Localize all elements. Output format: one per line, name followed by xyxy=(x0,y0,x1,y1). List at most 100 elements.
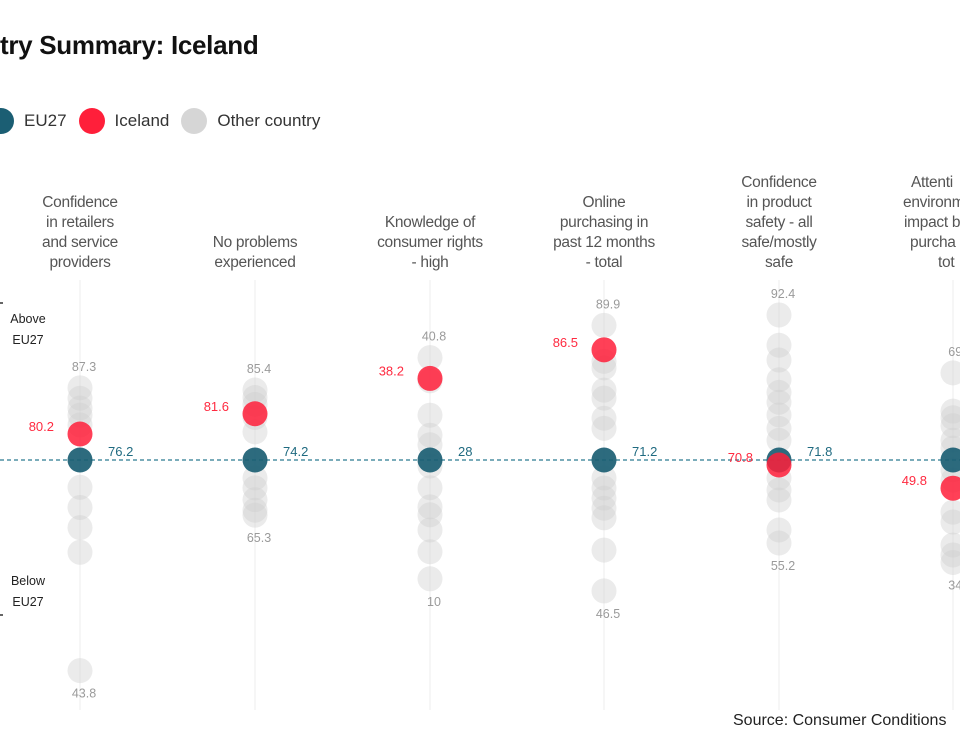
min-value-label: 46.5 xyxy=(596,607,620,621)
column-heading: Knowledge of consumer rights - high xyxy=(355,213,505,273)
iceland-value-label: 81.6 xyxy=(204,399,229,414)
other-country-point xyxy=(67,658,93,684)
other-country-point xyxy=(67,539,93,565)
other-country-point xyxy=(766,379,792,405)
iceland-point xyxy=(766,452,792,478)
column-heading-line: - high xyxy=(411,254,449,271)
eu27-value-label: 74.2 xyxy=(283,444,308,459)
legend-label: Iceland xyxy=(114,111,170,130)
column-heading-line: impact b xyxy=(904,214,960,231)
column-heading-line: environm xyxy=(903,194,960,211)
iceland-point xyxy=(242,401,268,427)
other-country-point xyxy=(242,487,268,513)
max-value-label: 89.9 xyxy=(596,297,620,311)
legend-eu27-swatch xyxy=(0,108,14,134)
other-country-point xyxy=(242,497,268,523)
other-country-point xyxy=(591,578,617,604)
other-country-point xyxy=(591,485,617,511)
eu27-value-label: 71.2 xyxy=(632,444,657,459)
min-value-label: 10 xyxy=(427,595,441,609)
other-country-point xyxy=(940,405,960,431)
other-country-point xyxy=(940,398,960,424)
other-country-point xyxy=(940,413,960,439)
column-heading-line: - total xyxy=(585,254,623,271)
other-country-point xyxy=(766,415,792,441)
other-country-point xyxy=(417,502,443,528)
max-value-label: 92.4 xyxy=(771,287,795,301)
chart-title: try Summary: Iceland xyxy=(0,30,259,60)
legend: EU27 Iceland Other country xyxy=(0,108,332,134)
max-value-label: 69. xyxy=(948,345,960,359)
iceland-value-label: 49.8 xyxy=(902,473,927,488)
other-country-point xyxy=(766,332,792,358)
column-heading-line: safe/mostly xyxy=(741,234,817,251)
iceland-point xyxy=(67,421,93,447)
other-country-point xyxy=(940,549,960,575)
other-country-point xyxy=(591,355,617,381)
other-country-point xyxy=(591,465,617,491)
source-note: Source: Consumer Conditions xyxy=(733,712,947,729)
other-country-point xyxy=(67,515,93,541)
other-country-point xyxy=(591,505,617,531)
iceland-point xyxy=(940,475,960,501)
other-country-point xyxy=(417,345,443,371)
iceland-point xyxy=(417,365,443,391)
other-country-point xyxy=(766,530,792,556)
min-value-label: 55.2 xyxy=(771,559,795,573)
column-heading-line: providers xyxy=(49,254,111,271)
legend-other: Other country xyxy=(181,108,320,134)
other-country-point xyxy=(766,402,792,428)
other-country-point xyxy=(417,422,443,448)
legend-other-swatch xyxy=(181,108,208,134)
other-country-point xyxy=(940,499,960,525)
other-country-point xyxy=(766,487,792,513)
other-country-point xyxy=(591,537,617,563)
legend-iceland: Iceland xyxy=(78,108,170,134)
column-heading-line: Confidence xyxy=(42,194,118,211)
other-country-point xyxy=(591,405,617,431)
other-country-point xyxy=(242,377,268,403)
other-country-point xyxy=(67,385,93,411)
other-country-point xyxy=(766,367,792,393)
column-heading-line: Confidence xyxy=(741,174,817,191)
column-heading-line: in retailers xyxy=(46,214,114,231)
other-country-point xyxy=(591,377,617,403)
other-country-point xyxy=(417,475,443,501)
column-heading-line: consumer rights xyxy=(377,234,483,251)
below-line-1: Below xyxy=(10,574,46,588)
eu27-point xyxy=(591,447,617,473)
legend-iceland-swatch xyxy=(78,108,105,134)
other-country-point xyxy=(940,509,960,535)
column-heading-line: purcha xyxy=(910,234,956,251)
max-value-label: 85.4 xyxy=(247,362,271,376)
column-heading-line: safety - all xyxy=(745,214,813,231)
other-country-point xyxy=(242,465,268,491)
other-country-point xyxy=(766,517,792,543)
below-line-2: EU27 xyxy=(12,595,44,609)
other-country-point xyxy=(67,395,93,421)
other-country-point xyxy=(591,495,617,521)
other-country-point xyxy=(242,419,268,445)
column-heading-line: purchasing in xyxy=(559,214,649,231)
max-value-label: 40.8 xyxy=(422,330,446,344)
other-country-point xyxy=(766,477,792,503)
column-heading: No problems experienced xyxy=(180,233,330,273)
eu27-point xyxy=(417,447,443,473)
column-heading: Online purchasing in past 12 months - total xyxy=(529,193,679,273)
column-heading-line: Knowledge of xyxy=(384,214,476,231)
other-country-point xyxy=(591,475,617,501)
other-country-point xyxy=(940,542,960,568)
min-value-label: 34. xyxy=(948,578,960,592)
above-line-2: EU27 xyxy=(12,333,44,347)
column-heading-line: No problems xyxy=(212,234,298,251)
other-country-point xyxy=(766,389,792,415)
legend-eu27: EU27 xyxy=(0,108,67,134)
iceland-value-label: 70.8 xyxy=(728,450,753,465)
column-heading-line: tot xyxy=(938,254,955,271)
other-country-point xyxy=(591,415,617,441)
other-country-point xyxy=(766,302,792,328)
other-country-point xyxy=(417,539,443,565)
other-country-point xyxy=(67,494,93,520)
column-heading-line: past 12 months xyxy=(553,234,655,251)
other-country-point xyxy=(242,502,268,528)
